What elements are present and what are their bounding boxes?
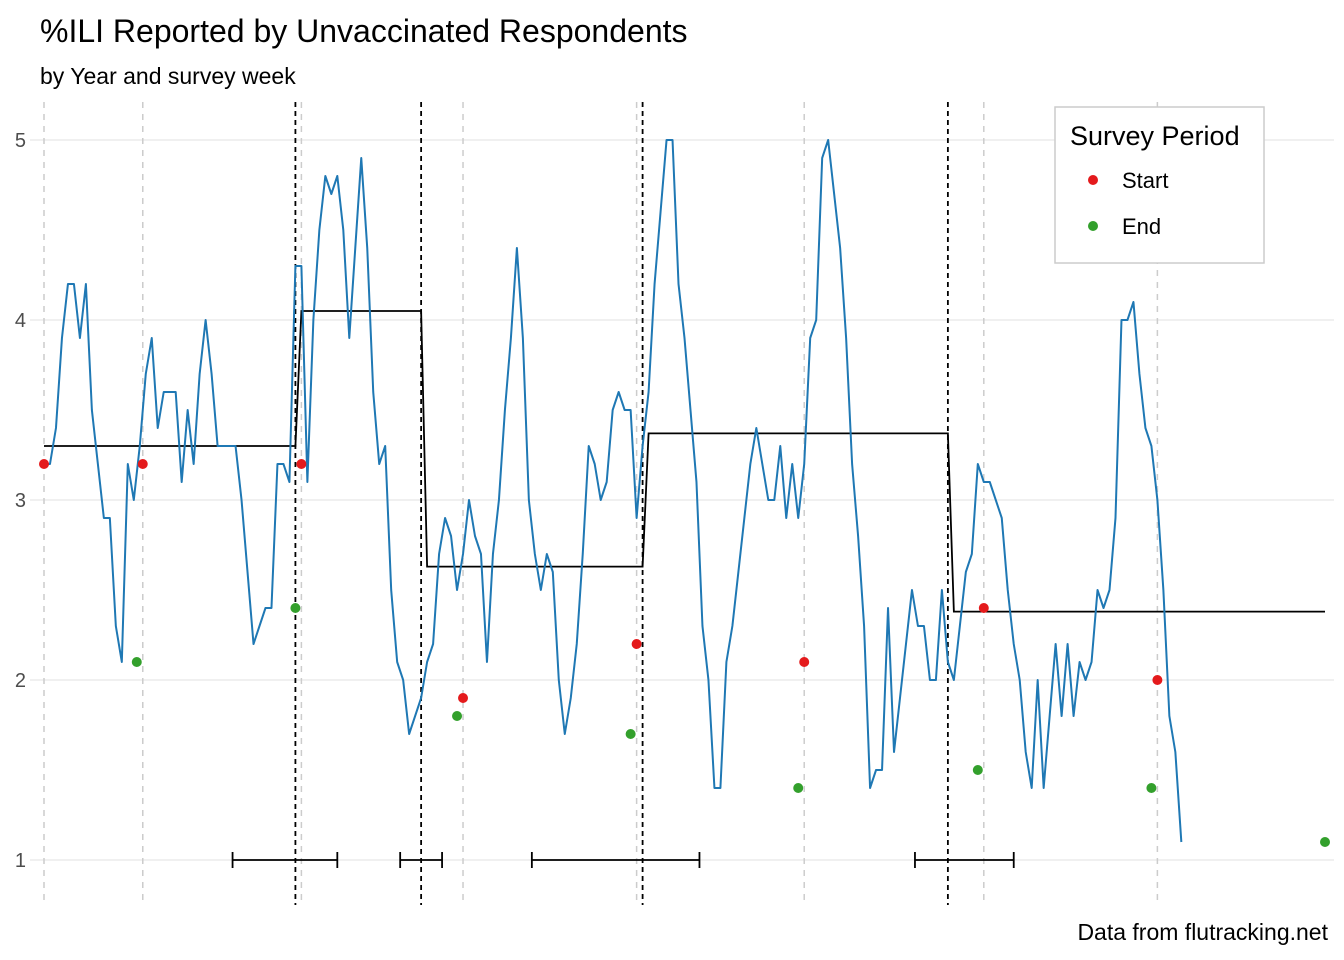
start-point xyxy=(137,459,148,469)
end-point xyxy=(452,711,463,721)
period-mean-line xyxy=(44,310,1325,613)
series-line-group xyxy=(44,139,1183,843)
chart-subtitle: by Year and survey week xyxy=(40,63,296,89)
start-point xyxy=(1152,675,1163,685)
ili-series-line xyxy=(44,139,1183,843)
legend: Survey Period Start End xyxy=(1054,106,1265,264)
chart-title: %ILI Reported by Unvaccinated Respondent… xyxy=(40,13,688,49)
y-axis: 1 2 3 4 5 xyxy=(15,130,26,872)
chart-caption: Data from flutracking.net xyxy=(1077,919,1328,945)
period-break-lines xyxy=(294,102,949,905)
interval-bars xyxy=(231,852,1015,868)
y-tick-label: 4 xyxy=(15,310,26,332)
survey-start-guides xyxy=(43,102,1159,905)
period-mean-lines xyxy=(44,310,1325,613)
start-point xyxy=(39,459,49,469)
end-point xyxy=(1146,783,1157,793)
y-tick-label: 1 xyxy=(15,850,26,872)
start-point xyxy=(978,603,989,613)
end-point xyxy=(625,729,636,739)
y-tick-label: 5 xyxy=(15,130,26,152)
start-point xyxy=(799,657,810,667)
start-point xyxy=(458,693,469,703)
legend-start-label: Start xyxy=(1122,168,1168,193)
start-point xyxy=(631,639,642,649)
grid-lines xyxy=(30,139,1334,861)
y-tick-label: 2 xyxy=(15,670,26,692)
end-point xyxy=(131,657,142,667)
y-tick-label: 3 xyxy=(15,490,26,512)
end-point xyxy=(793,783,804,793)
legend-title: Survey Period xyxy=(1070,121,1240,151)
survey-period-points xyxy=(39,459,1330,847)
end-point xyxy=(290,603,301,613)
end-point xyxy=(1320,837,1330,847)
start-point xyxy=(296,459,307,469)
legend-end-marker xyxy=(1088,221,1098,231)
legend-end-label: End xyxy=(1122,214,1161,239)
legend-start-marker xyxy=(1088,175,1098,185)
legend-box xyxy=(1054,106,1265,264)
end-point xyxy=(972,765,983,775)
